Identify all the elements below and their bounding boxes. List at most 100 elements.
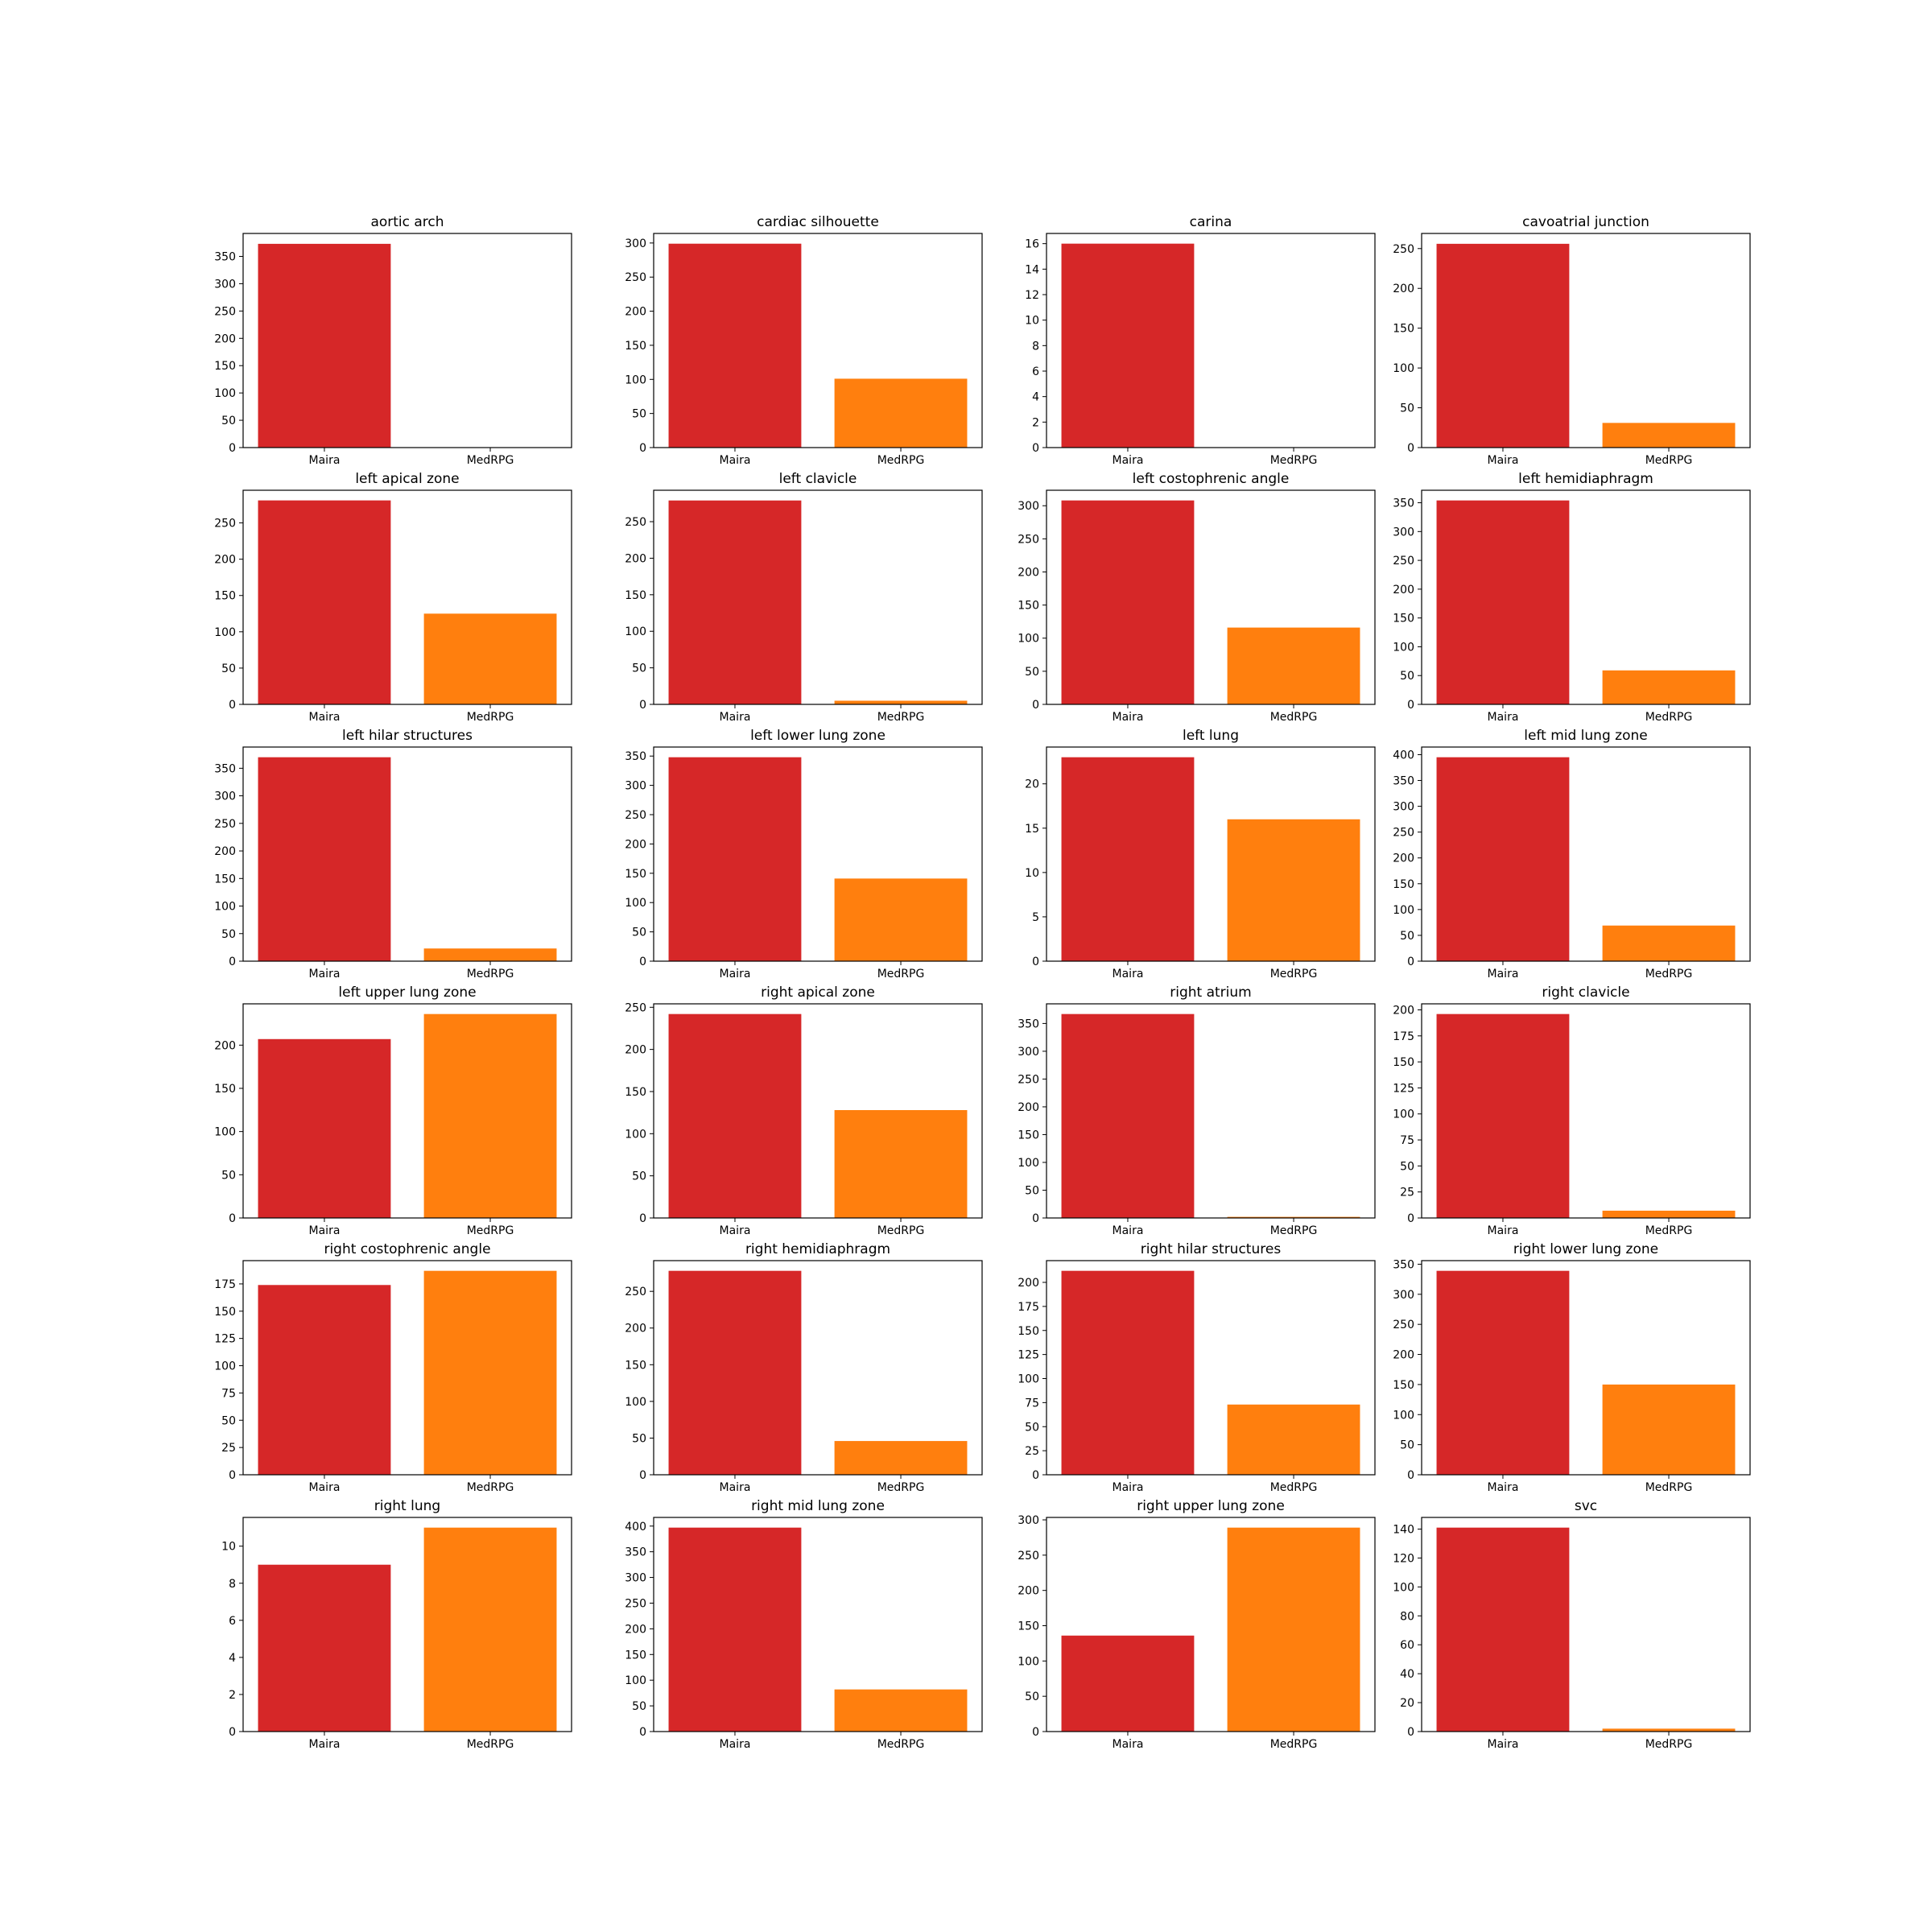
x-tick-label: MedRPG bbox=[467, 968, 514, 980]
y-tick-label: 150 bbox=[214, 873, 236, 886]
y-tick-label: 400 bbox=[625, 1521, 646, 1534]
axes-frame bbox=[1046, 489, 1376, 705]
y-tick-label: 50 bbox=[632, 408, 646, 421]
axes-frame bbox=[653, 1517, 983, 1732]
y-tick-label: 50 bbox=[221, 1169, 236, 1182]
x-tick-label: MedRPG bbox=[1645, 711, 1693, 724]
x-tick-label: MedRPG bbox=[1645, 968, 1693, 980]
y-tick-label: 250 bbox=[1393, 555, 1414, 568]
subplot-title: right lung bbox=[374, 1498, 440, 1514]
y-tick-label: 100 bbox=[1393, 641, 1414, 654]
x-tick-label: Maira bbox=[720, 968, 751, 980]
y-tick-label: 16 bbox=[1025, 238, 1039, 251]
x-tick-label: Maira bbox=[720, 454, 751, 467]
x-tick-label: MedRPG bbox=[1270, 1224, 1318, 1237]
y-tick-label: 150 bbox=[1018, 1325, 1039, 1338]
bar-maira bbox=[668, 1527, 802, 1732]
subplot: left hemidiaphragm Maira MedRPG 0 50 100 150 20… bbox=[1393, 471, 1751, 724]
y-tick-label: 50 bbox=[221, 1414, 236, 1427]
y-tick-label: 200 bbox=[625, 1623, 646, 1636]
y-tick-label: 0 bbox=[639, 1726, 646, 1739]
y-tick-label: 300 bbox=[625, 1572, 646, 1585]
subplot-title: right clavicle bbox=[1542, 985, 1629, 1001]
subplot: cardiac silhouette Maira MedRPG 0 50 100 150 20… bbox=[625, 214, 983, 467]
y-tick-label: 200 bbox=[1393, 852, 1414, 865]
x-tick-label: Maira bbox=[1113, 1738, 1144, 1751]
y-tick-label: 400 bbox=[1393, 749, 1414, 762]
x-tick-label: MedRPG bbox=[467, 1224, 514, 1237]
y-tick-label: 25 bbox=[221, 1442, 236, 1455]
subplot-title: right atrium bbox=[1170, 985, 1251, 1001]
bar-maira bbox=[1436, 757, 1570, 961]
x-tick-label: Maira bbox=[1113, 968, 1144, 980]
subplot-title: right apical zone bbox=[761, 985, 875, 1001]
y-tick-label: 0 bbox=[1407, 699, 1414, 712]
subplot-title: aortic arch bbox=[370, 214, 444, 230]
y-tick-label: 250 bbox=[1393, 827, 1414, 840]
axes-frame bbox=[1046, 1003, 1376, 1219]
y-tick-label: 250 bbox=[1018, 533, 1039, 546]
x-tick-label: Maira bbox=[1113, 1224, 1144, 1237]
y-tick-label: 100 bbox=[1393, 1581, 1414, 1594]
y-tick-label: 250 bbox=[1393, 1319, 1414, 1331]
x-tick-label: MedRPG bbox=[877, 1738, 925, 1751]
x-tick-label: MedRPG bbox=[1270, 1738, 1318, 1751]
bar-maira bbox=[258, 1285, 391, 1475]
subplot: left mid lung zone Maira MedRPG 0 50 100 150 20… bbox=[1393, 728, 1751, 980]
y-tick-label: 250 bbox=[1393, 243, 1414, 256]
y-tick-label: 0 bbox=[639, 442, 646, 455]
y-tick-label: 0 bbox=[229, 442, 236, 455]
y-tick-label: 350 bbox=[214, 762, 236, 775]
subplot-title: right costophrenic angle bbox=[324, 1241, 490, 1257]
bar-maira bbox=[668, 243, 802, 448]
y-tick-label: 250 bbox=[625, 1597, 646, 1610]
bar-medrpg bbox=[423, 613, 557, 704]
subplot-title: right hemidiaphragm bbox=[745, 1241, 890, 1257]
y-tick-label: 300 bbox=[1018, 1046, 1039, 1059]
axes-frame bbox=[653, 746, 983, 962]
y-tick-label: 250 bbox=[214, 518, 236, 530]
subplot: carina Maira MedRPG 0 2 4 6 8 10 12 14 16 bbox=[1025, 214, 1376, 467]
y-tick-label: 125 bbox=[214, 1333, 236, 1346]
subplot-title: left upper lung zone bbox=[338, 985, 476, 1001]
bar-maira bbox=[1436, 243, 1570, 448]
y-tick-label: 350 bbox=[1393, 775, 1414, 788]
y-tick-label: 25 bbox=[1025, 1445, 1039, 1458]
x-tick-label: Maira bbox=[720, 1224, 751, 1237]
bar-maira bbox=[1061, 1635, 1195, 1732]
y-tick-label: 150 bbox=[625, 868, 646, 881]
subplot-title: svc bbox=[1575, 1498, 1597, 1514]
y-tick-label: 100 bbox=[625, 1396, 646, 1409]
x-tick-label: Maira bbox=[1488, 454, 1519, 467]
x-tick-label: MedRPG bbox=[1270, 1481, 1318, 1494]
subplot-title: cardiac silhouette bbox=[757, 214, 879, 230]
y-tick-label: 150 bbox=[1018, 1620, 1039, 1633]
y-tick-label: 150 bbox=[1393, 1379, 1414, 1392]
y-tick-label: 350 bbox=[1393, 1258, 1414, 1271]
axes-frame bbox=[653, 233, 983, 448]
axes-frame bbox=[242, 746, 572, 962]
x-tick-label: MedRPG bbox=[467, 454, 514, 467]
bar-medrpg bbox=[834, 1441, 968, 1475]
y-tick-label: 125 bbox=[1393, 1082, 1414, 1095]
y-tick-label: 15 bbox=[1025, 823, 1039, 836]
y-tick-label: 150 bbox=[1393, 878, 1414, 891]
y-tick-label: 100 bbox=[625, 1128, 646, 1141]
y-tick-label: 50 bbox=[1400, 1439, 1414, 1452]
x-tick-label: Maira bbox=[720, 711, 751, 724]
bar-maira bbox=[258, 1038, 391, 1218]
x-tick-label: Maira bbox=[309, 1224, 341, 1237]
y-tick-label: 0 bbox=[639, 699, 646, 712]
y-tick-label: 50 bbox=[632, 1700, 646, 1713]
bar-maira bbox=[1061, 757, 1195, 961]
y-tick-label: 350 bbox=[1393, 497, 1414, 510]
axes-frame bbox=[242, 1260, 572, 1476]
y-tick-label: 100 bbox=[625, 625, 646, 638]
bar-maira bbox=[1061, 1013, 1195, 1218]
x-tick-label: Maira bbox=[720, 1738, 751, 1751]
y-tick-label: 150 bbox=[1018, 600, 1039, 613]
axes-frame bbox=[653, 1003, 983, 1219]
x-tick-label: Maira bbox=[1488, 1481, 1519, 1494]
y-tick-label: 200 bbox=[214, 1039, 236, 1052]
